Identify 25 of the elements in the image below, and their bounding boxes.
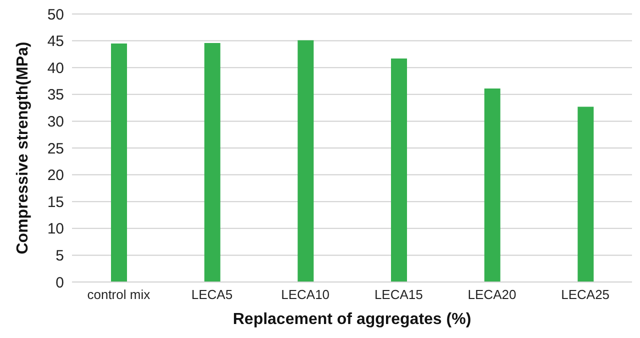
x-tick-label: LECA25 (561, 287, 610, 302)
y-tick-label: 30 (47, 114, 64, 131)
bar (111, 43, 127, 282)
y-tick-label: 25 (47, 140, 64, 158)
x-tick-label: LECA15 (374, 287, 423, 302)
bar (391, 58, 407, 282)
bar (484, 88, 500, 282)
y-tick-label: 45 (47, 33, 64, 50)
y-tick-label: 5 (56, 248, 64, 265)
bar (298, 40, 314, 282)
y-tick-label: 10 (47, 220, 64, 238)
y-tick-label: 35 (47, 86, 64, 104)
y-tick-label: 50 (47, 6, 64, 24)
x-tick-label: LECA10 (281, 287, 330, 302)
x-tick-label: LECA20 (468, 287, 516, 302)
y-tick-label: 15 (47, 194, 64, 211)
x-tick-label: LECA5 (191, 287, 233, 302)
y-axis-title: Compressive strength(MPa) (14, 42, 32, 254)
y-tick-label: 0 (56, 274, 64, 292)
bar (578, 106, 594, 282)
x-axis-title: Replacement of aggregates (%) (232, 311, 472, 328)
x-tick-label: control mix (87, 287, 151, 302)
y-tick-label: 40 (47, 60, 64, 77)
y-tick-label: 20 (47, 167, 64, 184)
bar (204, 42, 220, 282)
